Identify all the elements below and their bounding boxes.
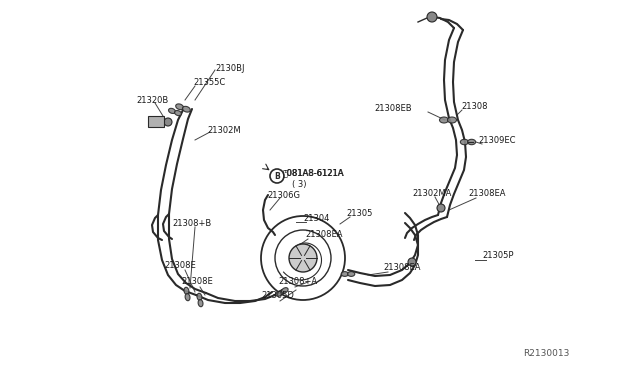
Text: 21304: 21304 — [303, 214, 330, 222]
Circle shape — [408, 258, 416, 266]
Ellipse shape — [176, 104, 184, 110]
Ellipse shape — [440, 117, 449, 123]
Text: 21309EC: 21309EC — [478, 135, 515, 144]
Text: 21305P: 21305P — [482, 250, 513, 260]
Text: 21308+B: 21308+B — [172, 218, 211, 228]
Ellipse shape — [348, 272, 355, 276]
Text: 21355C: 21355C — [193, 77, 225, 87]
Text: 21308E: 21308E — [164, 260, 196, 269]
Text: 21308EB: 21308EB — [374, 103, 412, 112]
Ellipse shape — [197, 293, 202, 301]
Text: 21320B: 21320B — [136, 96, 168, 105]
Ellipse shape — [447, 117, 456, 123]
Text: 21305: 21305 — [346, 208, 372, 218]
Text: Ⓑ081A8-6121A: Ⓑ081A8-6121A — [283, 169, 345, 177]
Text: ¹081A8-6121A: ¹081A8-6121A — [283, 169, 343, 177]
Ellipse shape — [184, 287, 189, 294]
Text: 21308+A: 21308+A — [278, 278, 317, 286]
Text: 21302M: 21302M — [207, 125, 241, 135]
Text: 2130BJ: 2130BJ — [215, 64, 244, 73]
Circle shape — [427, 12, 437, 22]
Text: 21308EA: 21308EA — [468, 189, 506, 198]
Text: 21308EA: 21308EA — [305, 230, 342, 238]
FancyBboxPatch shape — [148, 116, 164, 127]
Ellipse shape — [282, 288, 288, 293]
Text: B: B — [274, 171, 280, 180]
Ellipse shape — [168, 108, 175, 113]
Text: R2130013: R2130013 — [524, 349, 570, 358]
Ellipse shape — [198, 299, 203, 307]
Circle shape — [437, 204, 445, 212]
Ellipse shape — [468, 139, 476, 145]
Ellipse shape — [460, 139, 468, 145]
Text: 21306G: 21306G — [267, 190, 300, 199]
Ellipse shape — [341, 272, 348, 276]
Ellipse shape — [185, 294, 190, 301]
Text: 21305D: 21305D — [261, 292, 294, 301]
Text: 21302MA: 21302MA — [412, 189, 451, 198]
Ellipse shape — [182, 106, 190, 112]
Circle shape — [164, 118, 172, 126]
Text: 21308E: 21308E — [181, 278, 212, 286]
Circle shape — [289, 244, 317, 272]
Text: 21308EA: 21308EA — [383, 263, 420, 272]
Ellipse shape — [175, 110, 182, 116]
Text: ( 3): ( 3) — [292, 180, 307, 189]
Ellipse shape — [276, 291, 283, 296]
Text: 21308: 21308 — [461, 102, 488, 110]
